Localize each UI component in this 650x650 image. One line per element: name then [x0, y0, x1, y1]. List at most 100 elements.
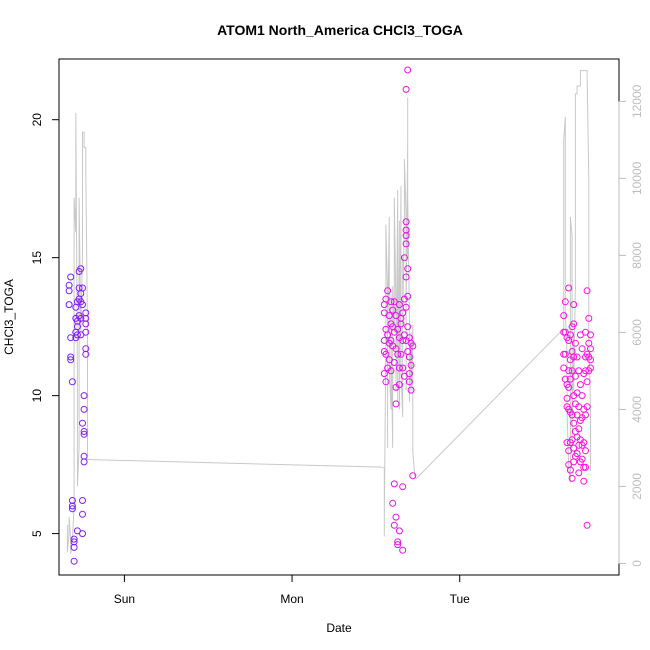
- y2-tick-label: 12000: [630, 84, 644, 118]
- data-point: [389, 499, 397, 507]
- x-axis: Sun Mon Tue: [114, 574, 471, 606]
- data-point: [392, 513, 400, 521]
- data-point: [394, 350, 402, 358]
- data-point: [394, 541, 402, 549]
- data-point: [397, 350, 405, 358]
- data-point: [68, 505, 76, 513]
- data-point: [389, 306, 397, 314]
- data-point: [67, 334, 75, 342]
- y-tick-label: 5: [30, 530, 44, 537]
- data-point: [70, 557, 78, 565]
- x-axis-label: Date: [326, 621, 352, 635]
- y2-tick-label: 6000: [630, 319, 644, 346]
- data-point: [387, 367, 395, 375]
- y-axis-right: 0 2000 4000 6000 8000 10000 12000: [618, 84, 644, 567]
- data-point: [578, 345, 586, 353]
- data-point: [390, 298, 398, 306]
- data-point: [82, 314, 90, 322]
- data-point: [563, 394, 571, 402]
- data-point: [560, 312, 568, 320]
- data-point: [578, 455, 586, 463]
- data-point: [570, 458, 578, 466]
- data-point: [382, 378, 390, 386]
- data-point: [402, 240, 410, 248]
- data-point: [561, 298, 569, 306]
- data-point: [570, 353, 578, 361]
- secondary-line-connector: [415, 328, 565, 480]
- data-point: [70, 543, 78, 551]
- data-point: [587, 364, 594, 372]
- data-point: [79, 497, 86, 504]
- plot-frame: [58, 58, 620, 576]
- data-point: [561, 350, 569, 358]
- y-tick-label: 10: [30, 389, 44, 403]
- data-point: [384, 331, 392, 339]
- data-point: [392, 400, 400, 408]
- data-point: [65, 287, 73, 295]
- data-point: [80, 430, 88, 438]
- data-point: [405, 378, 413, 386]
- x-tick-label: Tue: [450, 592, 471, 606]
- data-point: [73, 323, 81, 331]
- data-point: [394, 538, 402, 546]
- secondary-line-segment: [383, 97, 417, 537]
- data-point: [585, 314, 593, 322]
- data-point: [395, 364, 403, 372]
- data-point: [79, 419, 86, 427]
- data-point: [583, 403, 591, 411]
- y2-tick-label: 4000: [630, 396, 644, 423]
- data-point: [402, 218, 410, 226]
- data-point: [402, 232, 410, 240]
- y-axis-left: 5 10 15 20: [30, 113, 60, 537]
- data-point: [409, 342, 417, 350]
- data-point: [395, 301, 403, 309]
- data-point: [568, 474, 576, 482]
- data-point: [568, 367, 576, 375]
- data-point: [387, 298, 395, 306]
- data-point: [395, 381, 403, 389]
- data-point: [575, 425, 583, 433]
- data-point: [409, 472, 417, 480]
- data-point: [399, 483, 407, 491]
- data-point: [404, 323, 412, 331]
- data-point: [79, 284, 86, 292]
- data-point: [80, 428, 88, 435]
- data-point: [80, 405, 88, 413]
- data-point: [384, 287, 392, 295]
- secondary-line-segment: [66, 112, 88, 554]
- data-point: [79, 301, 86, 309]
- data-point: [402, 303, 410, 311]
- data-point: [580, 439, 588, 447]
- data-point: [582, 411, 589, 419]
- data-point: [385, 312, 393, 320]
- data-point: [573, 450, 581, 458]
- data-point: [565, 383, 573, 391]
- data-point: [67, 356, 75, 364]
- data-point: [77, 265, 85, 273]
- data-point: [576, 381, 584, 389]
- secondary-line-layer: [66, 70, 591, 554]
- data-point: [404, 292, 412, 300]
- y2-tick-label: 0: [630, 560, 644, 567]
- data-point: [405, 370, 413, 378]
- points-layer: [65, 66, 594, 565]
- data-point: [68, 378, 76, 386]
- data-point: [68, 502, 76, 510]
- data-point: [583, 287, 591, 295]
- data-point: [575, 469, 583, 477]
- data-point: [400, 254, 408, 262]
- data-point: [65, 301, 73, 309]
- data-point: [573, 353, 581, 361]
- data-point: [80, 458, 88, 466]
- data-point: [405, 353, 413, 361]
- data-point: [80, 392, 88, 400]
- data-point: [67, 353, 75, 361]
- data-point: [402, 85, 410, 93]
- y2-tick-label: 8000: [630, 242, 644, 269]
- data-point: [583, 378, 591, 386]
- data-point: [587, 345, 594, 353]
- x-tick-label: Sun: [114, 592, 135, 606]
- data-point: [402, 273, 410, 281]
- data-point: [73, 331, 81, 339]
